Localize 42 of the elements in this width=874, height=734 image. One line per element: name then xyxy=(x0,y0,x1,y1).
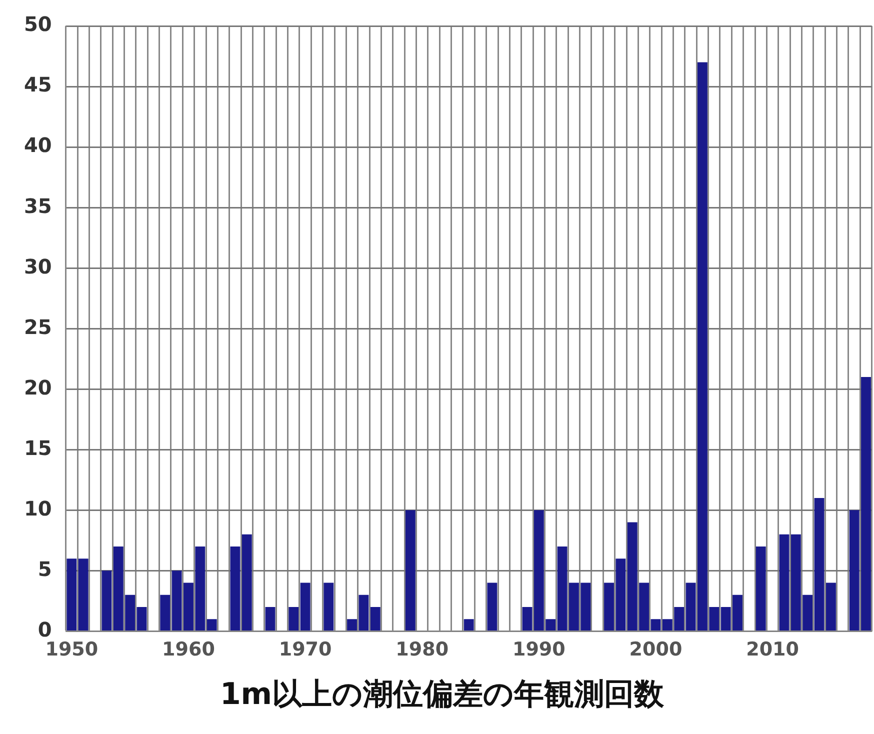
bar xyxy=(136,606,147,630)
bar xyxy=(102,570,112,630)
bar xyxy=(464,619,474,630)
bar xyxy=(405,510,416,630)
bar xyxy=(242,534,252,630)
x-tick-label: 1990 xyxy=(512,638,566,661)
bar xyxy=(160,594,170,630)
bar xyxy=(370,606,380,630)
y-tick-label: 0 xyxy=(38,617,52,642)
text: 1m以上の潮位偏差の年観測回数 xyxy=(220,676,666,712)
bar xyxy=(324,582,334,630)
bar xyxy=(230,546,240,630)
x-tick-label: 1960 xyxy=(162,638,215,661)
bar xyxy=(814,498,824,630)
y-tick-label: 35 xyxy=(24,194,52,218)
y-tick-label: 20 xyxy=(24,375,52,400)
bar xyxy=(265,606,276,630)
x-tick-label: 1950 xyxy=(45,638,98,661)
y-tick-label: 40 xyxy=(24,133,52,158)
bar xyxy=(650,619,661,630)
bar xyxy=(522,606,532,630)
x-tick-label: 1980 xyxy=(396,638,449,661)
y-tick-label: 25 xyxy=(24,314,52,339)
x-tick-label: 1970 xyxy=(278,638,332,661)
bar xyxy=(300,582,310,630)
x-tick-label: 2000 xyxy=(629,638,682,661)
y-tick-label: 10 xyxy=(24,496,52,520)
bar xyxy=(826,582,836,630)
y-tick-label: 45 xyxy=(24,72,52,97)
bar xyxy=(487,582,498,630)
y-tick-label: 5 xyxy=(38,556,52,581)
bar xyxy=(66,558,77,630)
bar xyxy=(206,619,217,630)
bar xyxy=(78,558,88,630)
bar xyxy=(288,606,299,630)
x-tick-label: 2010 xyxy=(746,638,799,661)
y-tick-label: 50 xyxy=(24,12,52,36)
bar xyxy=(756,546,766,630)
bar xyxy=(779,534,790,630)
bar xyxy=(686,582,696,630)
y-tick-label: 15 xyxy=(24,436,52,460)
y-tick-label: 30 xyxy=(24,254,52,278)
